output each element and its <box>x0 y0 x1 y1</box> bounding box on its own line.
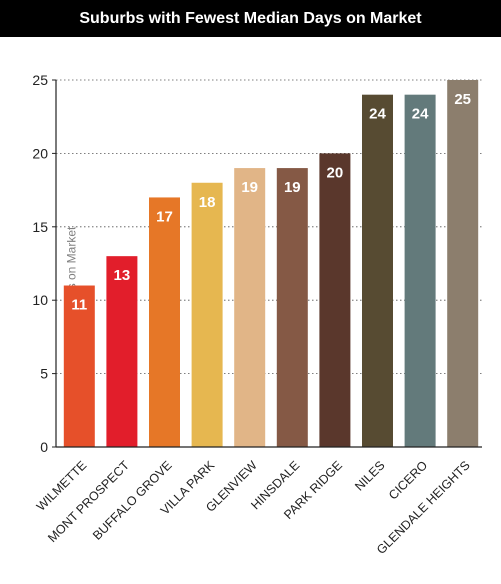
bar <box>447 80 479 447</box>
y-tick-label: 10 <box>32 292 48 308</box>
bar <box>404 94 436 448</box>
bar-value-label: 17 <box>156 208 173 225</box>
bar <box>106 256 138 447</box>
x-tick-label: CICERO <box>386 458 430 502</box>
x-tick-label: MONT PROSPECT <box>45 458 132 545</box>
bar-value-label: 25 <box>454 91 471 108</box>
bars: 11 13 17 18 19 19 20 24 24 25 <box>63 80 479 448</box>
x-tick-label: NILES <box>352 458 387 493</box>
y-tick-label: 0 <box>40 439 48 455</box>
y-tick-label: 5 <box>40 366 48 382</box>
bar <box>362 94 393 448</box>
gridlines <box>56 79 482 375</box>
y-tick-label: 25 <box>32 72 48 88</box>
y-tick-label: 20 <box>32 145 48 161</box>
bar-value-label: 19 <box>284 179 301 196</box>
bar <box>191 182 223 447</box>
y-tick-labels: 0 5 10 15 20 25 <box>32 72 56 455</box>
y-tick-label: 15 <box>32 219 48 235</box>
x-tick-label: BUFFALO GROVE <box>90 458 175 543</box>
bar <box>234 168 266 447</box>
bar-value-label: 20 <box>327 164 344 181</box>
bar-value-label: 11 <box>71 297 87 314</box>
bar-value-label: 18 <box>199 194 216 211</box>
bar-value-label: 13 <box>114 267 131 284</box>
bar-value-label: 24 <box>369 106 386 123</box>
bar-value-label: 24 <box>412 106 429 123</box>
bar <box>149 197 180 447</box>
bar <box>319 153 351 447</box>
bar-value-label: 19 <box>241 179 258 196</box>
bar <box>63 285 95 447</box>
bar <box>276 168 308 447</box>
chart-title: Suburbs with Fewest Median Days on Marke… <box>0 0 501 37</box>
